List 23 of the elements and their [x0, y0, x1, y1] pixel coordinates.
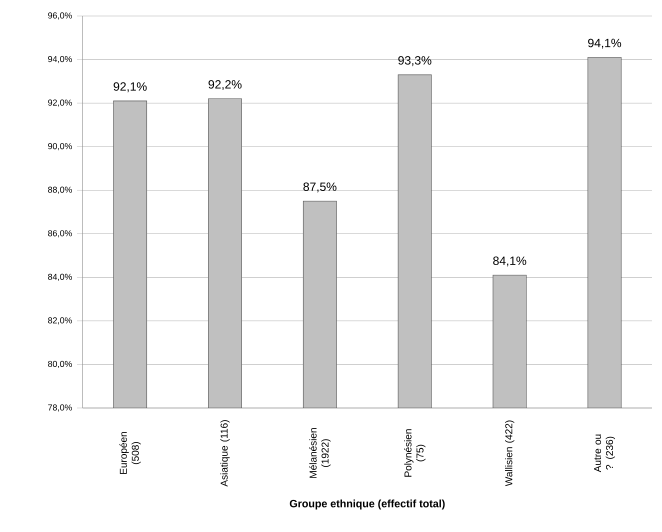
- x-tick-label: Mélanésien (1922): [309, 428, 331, 478]
- data-label: 87,5%: [303, 182, 336, 192]
- y-tick-label: 88,0%: [48, 186, 72, 194]
- data-label: 93,3%: [398, 56, 432, 66]
- x-tick-label: Autre ou ? (236): [594, 434, 616, 472]
- y-tick-label: 90,0%: [48, 143, 72, 150]
- x-tick-label: Asiatique (116): [220, 420, 230, 487]
- y-tick-label: 82,0%: [48, 317, 72, 324]
- y-tick-label: 94,0%: [48, 56, 72, 64]
- x-tick-label: Européen (508): [119, 432, 141, 474]
- y-tick-label: 78,0%: [48, 404, 72, 412]
- y-tick-label: 86,0%: [48, 230, 72, 238]
- data-label: 84,1%: [493, 256, 526, 266]
- data-label: 94,1%: [588, 38, 622, 49]
- data-label: 92,2%: [208, 80, 242, 90]
- x-axis-title: Groupe ethnique (effectif total): [290, 500, 445, 510]
- y-tick-label: 80,0%: [48, 360, 72, 368]
- y-tick-label: 96,0%: [48, 12, 72, 20]
- x-tick-label: Wallisien (422): [505, 420, 514, 486]
- y-tick-label: 92,0%: [48, 100, 72, 107]
- y-tick-label: 84,0%: [48, 274, 72, 281]
- data-label: 92,1%: [114, 82, 147, 92]
- x-tick-label: Polynésien (75): [404, 429, 426, 477]
